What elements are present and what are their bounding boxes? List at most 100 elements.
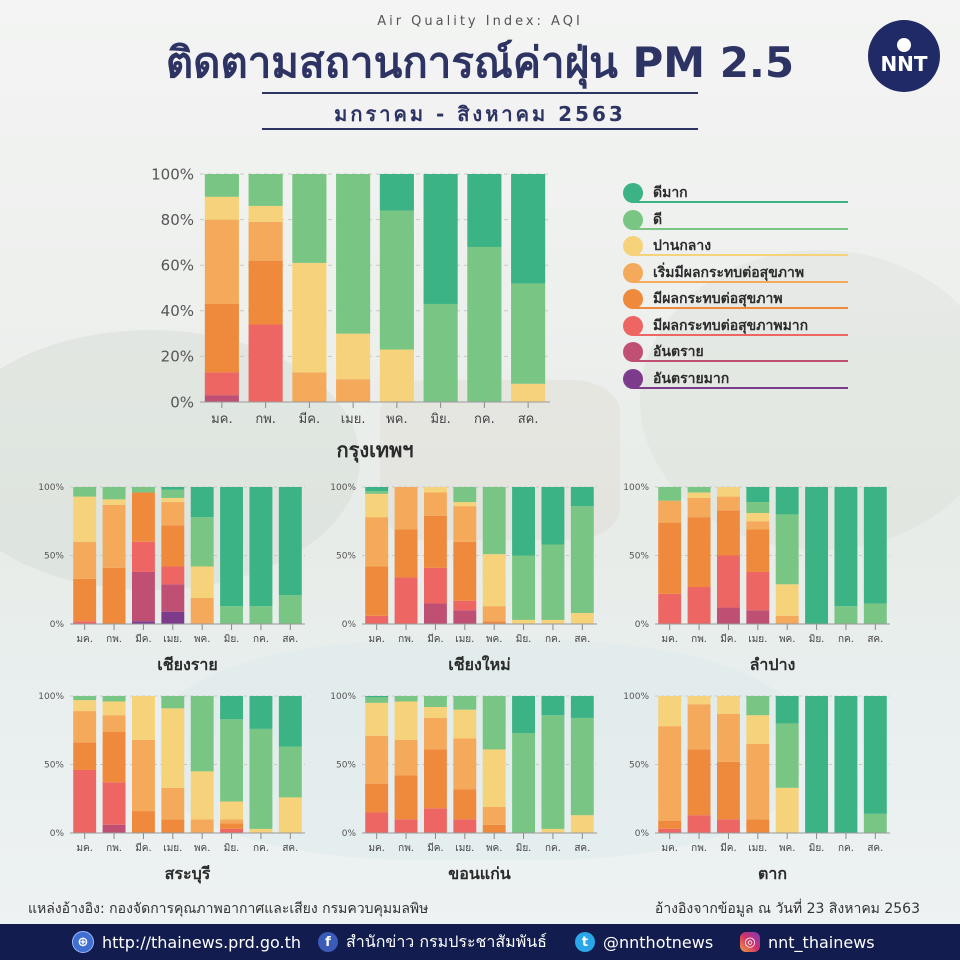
legend-dot: [623, 183, 643, 203]
bar-segment: [248, 324, 283, 402]
y-tick-label: 100%: [330, 483, 356, 493]
bar-segment: [423, 567, 447, 604]
bar-segment: [365, 783, 389, 813]
bar-segment: [190, 696, 214, 772]
bar-segment: [805, 487, 829, 624]
x-tick-label: มิย.: [516, 634, 532, 645]
bar-segment: [423, 706, 447, 718]
city-label: เชียงราย: [157, 655, 218, 674]
bar-segment: [73, 541, 97, 579]
nnt-logo: NNT: [868, 20, 940, 92]
bar-segment: [716, 555, 740, 608]
bar-segment: [278, 696, 302, 747]
bar-segment: [204, 196, 239, 220]
bar-segment: [746, 696, 770, 716]
bar-segment: [379, 210, 414, 350]
x-tick-label: พค.: [779, 843, 795, 854]
x-tick-label: มิย.: [809, 843, 825, 854]
legend-item: มีผลกระทบต่อสุขภาพมาก: [623, 313, 848, 340]
bar-segment: [278, 797, 302, 833]
bar-segment: [746, 571, 770, 611]
legend-dot: [623, 289, 643, 309]
x-tick-label: มีค.: [135, 842, 151, 854]
bar-segment: [423, 696, 447, 707]
bar-segment: [570, 717, 594, 816]
bar-segment: [775, 615, 799, 624]
bar-segment: [423, 492, 447, 516]
x-tick-label: เมย.: [341, 412, 366, 427]
bar-segment: [423, 808, 447, 833]
x-tick-label: มิย.: [430, 412, 450, 427]
bar-segment: [863, 603, 887, 624]
x-tick-label: มีค.: [427, 633, 443, 645]
bar-segment: [482, 606, 506, 622]
bar-segment: [746, 529, 770, 572]
bar-segment: [220, 823, 244, 829]
bar-segment: [453, 709, 477, 739]
y-tick-label: 0%: [50, 829, 65, 839]
instagram-link[interactable]: ◎ nnt_thainews: [740, 924, 875, 960]
bar-segment: [365, 702, 389, 736]
bar-segment: [512, 696, 536, 733]
bar-segment: [658, 820, 682, 829]
bar-segment: [365, 517, 389, 567]
bar-segment: [292, 372, 327, 402]
x-tick-label: กพ.: [398, 634, 414, 645]
bar-segment: [834, 487, 858, 607]
bar-segment: [161, 497, 185, 503]
x-tick-label: กพ.: [398, 843, 414, 854]
bar-segment: [278, 746, 302, 798]
bar-segment: [249, 828, 273, 833]
y-tick-label: 100%: [623, 483, 649, 493]
bar-segment: [541, 619, 565, 624]
bar-segment: [775, 487, 799, 515]
bar-segment: [292, 174, 327, 263]
y-tick-label: 80%: [161, 211, 194, 229]
bar-segment: [161, 487, 185, 490]
bar-segment: [102, 499, 126, 505]
y-tick-label: 50%: [629, 552, 649, 562]
bar-segment: [541, 487, 565, 545]
x-tick-label: กพ.: [106, 843, 122, 854]
bar-segment: [453, 506, 477, 542]
bar-segment: [220, 696, 244, 720]
city-label: เชียงใหม่: [448, 655, 511, 674]
website-link[interactable]: ⊕ http://thainews.prd.go.th: [72, 924, 301, 960]
bar-segment: [73, 496, 97, 542]
bar-segment: [570, 506, 594, 614]
x-tick-label: สค.: [282, 634, 298, 645]
bar-segment: [482, 696, 506, 750]
bar-segment: [190, 597, 214, 624]
bar-segment: [541, 544, 565, 620]
bar-segment: [161, 584, 185, 612]
bar-segment: [102, 504, 126, 568]
bar-segment: [863, 487, 887, 604]
legend-line: [633, 360, 848, 362]
facebook-text: สำนักข่าว กรมประชาสัมพันธ์: [346, 931, 547, 951]
x-tick-label: มิย.: [224, 634, 240, 645]
source-note: แหล่งอ้างอิง: กองจัดการคุณภาพอากาศและเสี…: [28, 901, 429, 917]
bar-segment: [570, 696, 594, 718]
bar-segment: [658, 696, 682, 727]
x-tick-label: พค.: [486, 634, 502, 645]
bar-segment: [687, 815, 711, 833]
bar-segment: [131, 696, 155, 740]
bar-segment: [423, 603, 447, 624]
bar-segment: [161, 696, 185, 709]
bar-segment: [453, 738, 477, 790]
bar-segment: [131, 541, 155, 572]
facebook-link[interactable]: f สำนักข่าว กรมประชาสัมพันธ์: [318, 924, 547, 960]
logo-text: NNT: [880, 52, 928, 76]
twitter-link[interactable]: t @nnthotnews: [575, 924, 713, 960]
x-tick-label: สค.: [574, 843, 590, 854]
y-tick-label: 20%: [161, 348, 194, 366]
legend-label: มีผลกระทบต่อสุขภาพมาก: [653, 317, 809, 334]
bar-segment: [394, 775, 418, 820]
bar-segment: [204, 395, 239, 402]
x-tick-label: กค.: [253, 843, 269, 854]
legend-line: [633, 280, 848, 283]
bar-segment: [73, 696, 97, 701]
bar-segment: [131, 811, 155, 833]
